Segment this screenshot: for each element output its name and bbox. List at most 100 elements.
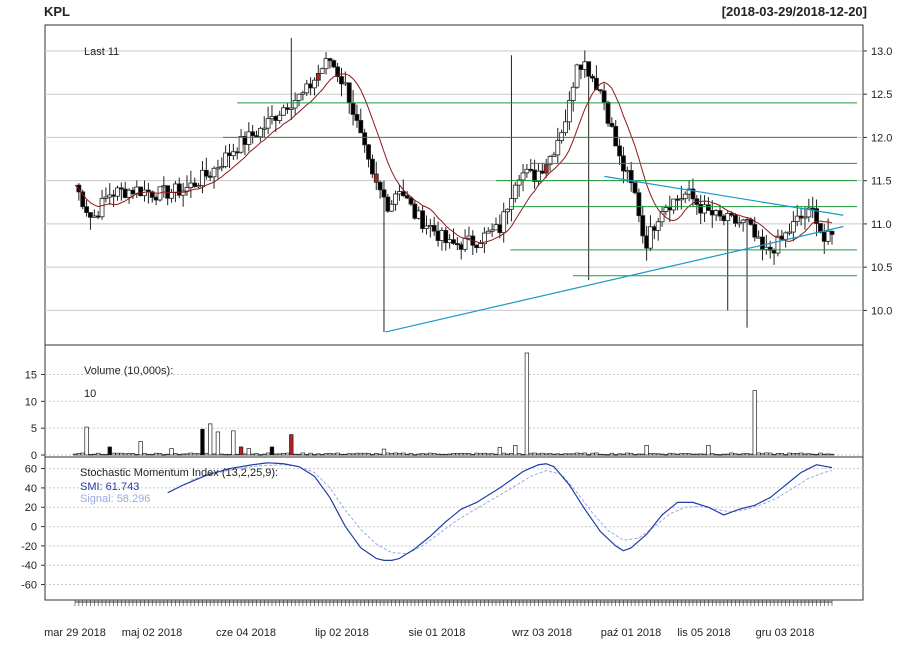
- volume-bar: [540, 452, 545, 456]
- volume-bar: [227, 453, 232, 456]
- volume-bar: [165, 453, 170, 456]
- volume-bar: [447, 453, 452, 456]
- volume-bar: [157, 453, 163, 456]
- candle-body: [424, 225, 429, 229]
- date-range-label: [2018-03-29/2018-12-20]: [721, 4, 867, 19]
- candle-body: [420, 210, 426, 229]
- candle-body: [532, 169, 538, 182]
- candle-body: [203, 169, 209, 177]
- candle-body: [481, 232, 487, 245]
- candle-body: [802, 216, 808, 219]
- volume-bar: [265, 452, 271, 456]
- candle-body: [169, 192, 174, 199]
- candle-body: [829, 230, 835, 235]
- candle-body: [115, 187, 120, 197]
- candle-body: [254, 135, 259, 138]
- volume-bar: [200, 428, 205, 456]
- candle-body: [590, 75, 595, 79]
- volume-bar: [350, 453, 356, 456]
- volume-tick-label: 15: [25, 369, 37, 381]
- candle-body: [362, 132, 368, 146]
- volume-bar: [737, 453, 742, 456]
- smi-tick-label: 20: [25, 502, 37, 514]
- candle-body: [717, 210, 723, 217]
- candle-body: [586, 61, 592, 77]
- volume-panel: 0 5 10 15 Volume (10,000s): 10: [25, 344, 864, 462]
- candle-body: [358, 120, 364, 134]
- x-tick-label: maj 02 2018: [122, 627, 183, 639]
- candle-body: [493, 224, 499, 231]
- candle-body: [184, 187, 190, 192]
- candle-body: [509, 198, 514, 210]
- smi-legend: SMI: 61.743: [80, 481, 139, 493]
- price-panel: 10.0 10.5 11.0 11.5 12.0 12.5 13.0 Last 11: [44, 24, 892, 346]
- volume-bar: [493, 453, 499, 456]
- signal-legend: Signal: 58.296: [80, 493, 150, 505]
- volume-bar: [142, 452, 147, 456]
- volume-bar: [300, 452, 306, 456]
- volume-bar: [729, 452, 734, 456]
- volume-bar: [235, 453, 240, 456]
- price-tick-label: 10.5: [871, 262, 892, 274]
- volume-bar: [192, 453, 197, 456]
- candle-body: [478, 243, 483, 249]
- candle-body: [555, 140, 561, 156]
- volume-bar: [88, 454, 93, 456]
- volume-bar: [215, 431, 221, 456]
- candle-body: [265, 118, 271, 129]
- volume-bar: [80, 452, 85, 456]
- volume-bar: [389, 453, 394, 456]
- volume-bar: [370, 454, 375, 456]
- candle-body: [408, 197, 414, 205]
- volume-bar: [358, 452, 363, 456]
- volume-bar: [107, 446, 112, 456]
- volume-bar: [733, 453, 738, 456]
- candle-body: [404, 195, 410, 199]
- volume-bar: [335, 452, 340, 456]
- candle-body: [740, 219, 746, 224]
- volume-bar: [223, 453, 228, 456]
- candle-body: [578, 64, 584, 70]
- volume-bar: [497, 447, 502, 456]
- candle-body: [369, 158, 375, 175]
- candle-body: [729, 212, 734, 216]
- volume-bar: [644, 444, 649, 456]
- volume-bar: [547, 453, 553, 456]
- candle-body: [88, 212, 93, 218]
- candle-body: [281, 107, 286, 116]
- volume-bar: [432, 453, 437, 456]
- volume-bar: [686, 453, 692, 456]
- candle-body: [563, 121, 568, 134]
- volume-bar: [710, 453, 715, 456]
- signal-line: [190, 464, 833, 555]
- volume-bar: [123, 453, 128, 456]
- volume-bar: [462, 452, 468, 456]
- candle-body: [393, 193, 398, 205]
- volume-bar: [513, 444, 518, 456]
- candle-body: [794, 215, 800, 222]
- volume-bar: [544, 453, 549, 456]
- candle-body: [821, 231, 827, 242]
- volume-bar: [721, 453, 727, 456]
- volume-bar: [787, 452, 792, 456]
- candle-body: [126, 189, 132, 198]
- volume-bar: [238, 446, 244, 456]
- volume-bar: [312, 454, 317, 456]
- volume-bar: [783, 454, 788, 456]
- volume-bar: [435, 453, 441, 456]
- volume-bar: [741, 453, 746, 456]
- volume-bar: [621, 453, 626, 456]
- candle-body: [659, 211, 665, 223]
- volume-bar: [605, 454, 611, 456]
- volume-bar: [555, 453, 560, 456]
- candle-body: [323, 58, 329, 70]
- candle-body: [528, 168, 534, 171]
- price-tick-label: 10.0: [871, 305, 892, 317]
- volume-bar: [482, 452, 487, 456]
- candle-body: [640, 215, 646, 237]
- candle-body: [373, 173, 379, 183]
- candle-body: [196, 185, 201, 188]
- volume-bar: [659, 453, 665, 456]
- candle-body: [806, 207, 812, 218]
